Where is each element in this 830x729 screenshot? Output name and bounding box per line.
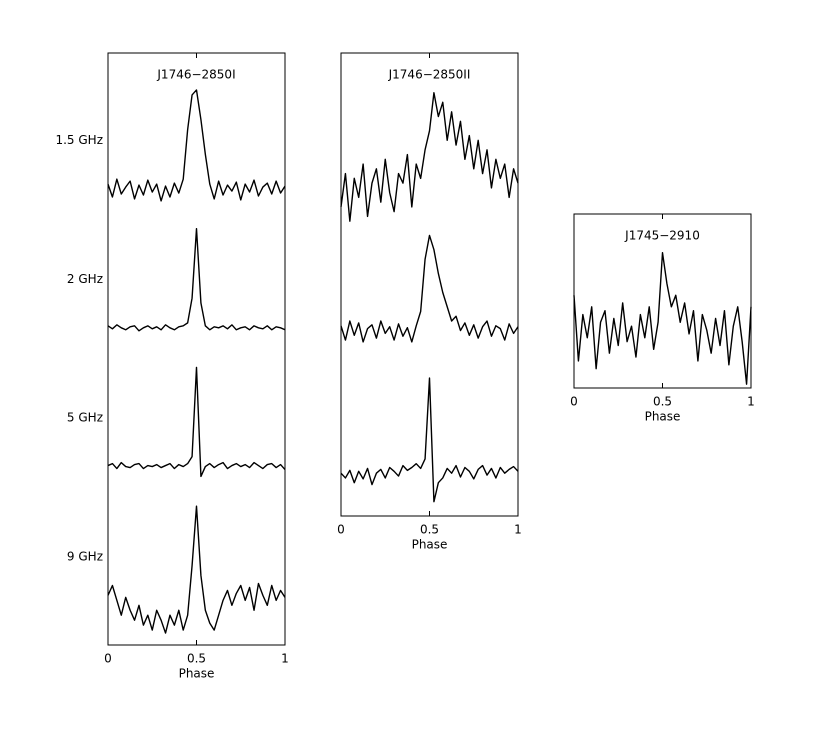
- profile-line: [340, 234, 519, 343]
- x-axis-label: Phase: [645, 410, 681, 424]
- frequency-label: 1.5 GHz: [55, 133, 103, 147]
- frequency-label: 9 GHz: [67, 549, 103, 563]
- profile-line: [107, 89, 286, 202]
- x-axis-label: Phase: [412, 538, 448, 552]
- frequency-label: 5 GHz: [67, 411, 103, 425]
- x-tick-label: 0.5: [420, 523, 439, 537]
- x-tick-label: 0.5: [653, 395, 672, 409]
- x-tick-label: 0.5: [187, 652, 206, 666]
- profile-line: [107, 505, 286, 634]
- profile-line: [107, 228, 286, 332]
- x-tick-label: 0: [104, 652, 112, 666]
- x-tick-label: 0: [570, 395, 578, 409]
- x-tick-label: 1: [747, 395, 755, 409]
- x-tick-label: 0: [337, 523, 345, 537]
- frequency-label: 2 GHz: [67, 272, 103, 286]
- profile-line: [340, 92, 519, 222]
- profile-line: [340, 377, 519, 503]
- x-tick-label: 1: [514, 523, 522, 537]
- axes-frame: [107, 52, 286, 646]
- x-axis-label: Phase: [179, 667, 215, 681]
- profile-line: [573, 252, 752, 385]
- profile-line: [107, 366, 286, 478]
- panel-title: J1746−2850II: [388, 68, 471, 82]
- panel-title: J1745−2910: [624, 229, 700, 243]
- panel-title: J1746−2850I: [156, 68, 235, 82]
- axes-frame: [340, 52, 519, 517]
- x-tick-label: 1: [281, 652, 289, 666]
